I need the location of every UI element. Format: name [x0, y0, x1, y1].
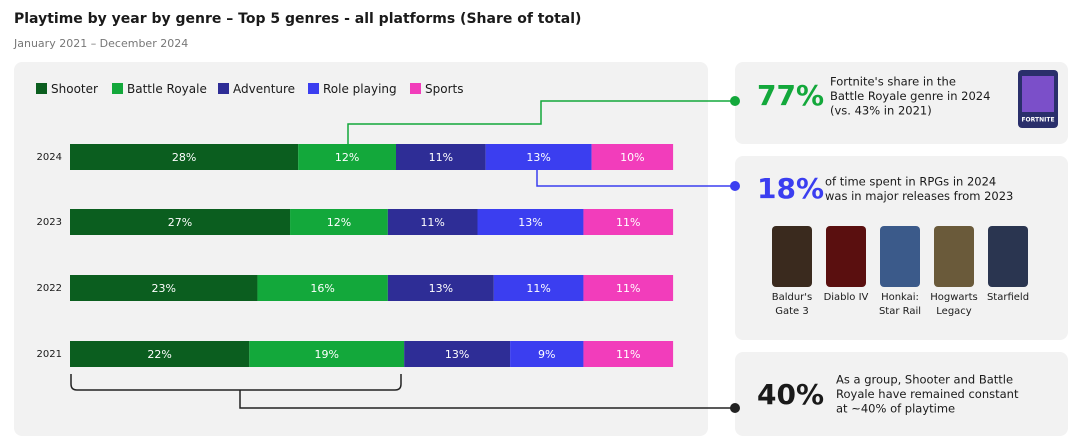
game-icon — [880, 226, 920, 287]
bar-segment — [387, 209, 478, 235]
y-tick-label: 2023 — [37, 217, 62, 228]
game-icon — [988, 226, 1028, 287]
game-label: Star Rail — [879, 306, 921, 317]
bar-segment — [290, 209, 388, 235]
value-label: 19% — [314, 348, 338, 361]
game-icon — [772, 226, 812, 287]
game-label: Legacy — [936, 306, 972, 317]
bar-segment — [510, 341, 584, 367]
game-label: Baldur's — [772, 292, 813, 303]
bar-segment — [404, 341, 511, 367]
y-tick-label: 2022 — [37, 283, 62, 294]
bar-segment — [583, 275, 674, 301]
callout-value: 77% — [757, 79, 824, 112]
bar-segment — [249, 341, 405, 367]
callout-text: of time spent in RPGs in 2024 — [825, 175, 996, 189]
game-art — [1022, 76, 1054, 112]
chart-subtitle: January 2021 – December 2024 — [13, 37, 188, 50]
callout-text: was in major releases from 2023 — [825, 189, 1013, 203]
value-label: 28% — [172, 151, 196, 164]
value-label: 11% — [526, 282, 550, 295]
connector-dot — [730, 96, 740, 106]
game-label: Diablo IV — [824, 292, 869, 303]
bar-segment — [583, 209, 674, 235]
game-icon — [934, 226, 974, 287]
legend-label: Role playing — [323, 82, 397, 96]
value-label: 12% — [335, 151, 359, 164]
bar-segment — [396, 144, 486, 170]
value-label: 13% — [445, 348, 469, 361]
bar-segment — [70, 209, 291, 235]
value-label: 27% — [168, 216, 192, 229]
legend-swatch — [112, 83, 123, 94]
legend-label: Battle Royale — [127, 82, 207, 96]
bar-segment — [477, 209, 584, 235]
bar-segment — [70, 275, 258, 301]
value-label: 10% — [620, 151, 644, 164]
bar-segment — [70, 144, 299, 170]
game-label: Starfield — [987, 292, 1029, 303]
bar-segment — [485, 144, 592, 170]
legend-swatch — [36, 83, 47, 94]
value-label: 11% — [616, 282, 640, 295]
logo-text: FORTNITE — [1021, 117, 1054, 124]
bracket — [70, 374, 402, 391]
value-label: 11% — [616, 216, 640, 229]
callout-text: As a group, Shooter and Battle — [836, 373, 1013, 387]
callout-value: 40% — [757, 378, 824, 411]
game-label: Gate 3 — [775, 306, 809, 317]
value-label: 13% — [526, 151, 550, 164]
legend-label: Sports — [425, 82, 463, 96]
legend-label: Shooter — [51, 82, 98, 96]
game-label: Hogwarts — [930, 292, 978, 303]
y-tick-label: 2021 — [37, 349, 62, 360]
legend-swatch — [308, 83, 319, 94]
game-icon — [826, 226, 866, 287]
callout-text: Fortnite's share in the — [830, 75, 956, 89]
bar-segment — [387, 275, 494, 301]
bar-segment — [583, 341, 674, 367]
legend-label: Adventure — [233, 82, 295, 96]
connector-dot — [730, 403, 740, 413]
bar-segment — [591, 144, 674, 170]
bar-segment — [493, 275, 584, 301]
callout-panel — [735, 352, 1068, 436]
bar-segment — [298, 144, 396, 170]
bar-segment — [257, 275, 388, 301]
callout-text: (vs. 43% in 2021) — [830, 104, 932, 118]
y-tick-label: 2024 — [37, 152, 62, 163]
game-label: Honkai: — [881, 292, 919, 303]
value-label: 23% — [151, 282, 175, 295]
legend-swatch — [410, 83, 421, 94]
value-label: 13% — [518, 216, 542, 229]
bar-segment — [70, 341, 250, 367]
callout-text: at ~40% of playtime — [836, 402, 955, 416]
callout-panel — [735, 62, 1068, 144]
chart-title: Playtime by year by genre – Top 5 genres… — [14, 11, 581, 27]
connector — [239, 390, 735, 409]
legend-swatch — [218, 83, 229, 94]
value-label: 13% — [429, 282, 453, 295]
callout-value: 18% — [757, 172, 824, 205]
value-label: 12% — [327, 216, 351, 229]
value-label: 22% — [147, 348, 171, 361]
chart-panel — [14, 62, 708, 436]
value-label: 9% — [538, 348, 555, 361]
value-label: 11% — [616, 348, 640, 361]
connector — [536, 170, 735, 187]
value-label: 11% — [420, 216, 444, 229]
callout-text: Royale have remained constant — [836, 387, 1019, 401]
connector — [347, 100, 735, 144]
connector-dot — [730, 181, 740, 191]
value-label: 11% — [429, 151, 453, 164]
value-label: 16% — [310, 282, 334, 295]
callout-text: Battle Royale genre in 2024 — [830, 89, 990, 103]
